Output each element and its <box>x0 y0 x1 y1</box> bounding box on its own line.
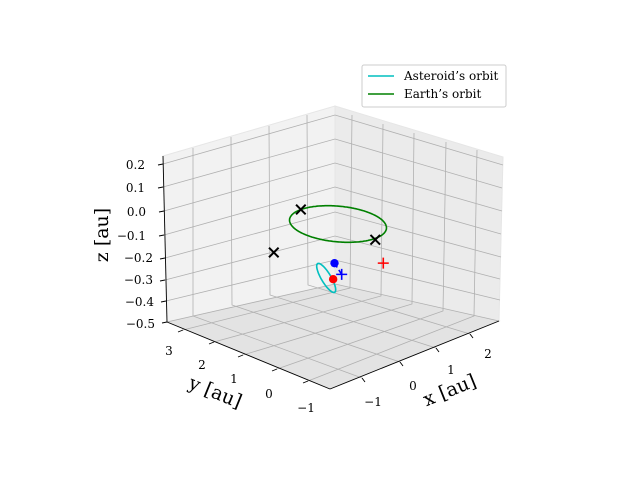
plus-marker <box>336 268 348 280</box>
grid-z-0.0 <box>163 162 503 212</box>
y-tick-label: 3 <box>165 344 173 358</box>
z-tick <box>161 321 168 324</box>
x-tick-label: −1 <box>364 395 382 409</box>
y-tick-label: 1 <box>230 372 238 386</box>
grid-x-0 <box>230 136 401 363</box>
z-tick-label: 0.2 <box>126 158 145 172</box>
z-tick-label: −0.4 <box>125 295 155 309</box>
legend-label-asteroid: Asteroid’s orbit <box>403 69 498 83</box>
data-layer <box>268 204 389 294</box>
pane-right <box>334 105 504 322</box>
z-tick-label: 0.1 <box>126 181 145 195</box>
x-tick <box>435 347 440 353</box>
grid-x--1 <box>192 148 363 379</box>
z-tick-label: −0.1 <box>117 229 146 243</box>
tick-marks <box>157 163 474 384</box>
grid-x-2 <box>306 114 471 335</box>
plus-marker <box>377 257 389 269</box>
grid-z-0.2 <box>162 114 504 166</box>
z-tick-label: −0.2 <box>124 251 153 265</box>
legend: Asteroid’s orbit Earth’s orbit <box>361 64 507 108</box>
z-tick <box>159 257 166 260</box>
grid-y--1 <box>307 149 478 382</box>
grid-y-1 <box>242 132 415 356</box>
z-tick-label: −0.5 <box>126 317 155 331</box>
y-tick-label: 2 <box>198 358 206 372</box>
x-tick <box>469 333 474 339</box>
grid-z--0.3 <box>164 235 501 281</box>
axis-lines <box>162 155 500 390</box>
z-tick <box>159 279 166 282</box>
grid-x-1 <box>268 125 437 349</box>
grid-z--0.2 <box>164 211 502 259</box>
x-tick <box>399 361 404 367</box>
z-tick <box>160 300 167 303</box>
y-tick <box>177 329 184 333</box>
cross-marker <box>295 204 307 216</box>
asteroid-s-orbit-line <box>315 262 337 294</box>
z-tick <box>157 186 164 189</box>
grid-y-0 <box>276 141 447 370</box>
z-tick <box>158 234 165 237</box>
tick-labels: 0.2 0.1 0.0 −0.1 −0.2 −0.3 −0.4 −0.5 −1 … <box>117 158 492 415</box>
y-tick-label: −1 <box>297 401 315 415</box>
grid-z-0.1 <box>162 138 503 189</box>
x-tick-label: 1 <box>447 363 455 377</box>
cross-marker <box>369 234 381 246</box>
z-tick <box>157 163 164 166</box>
pane-group <box>162 105 504 390</box>
x-tick <box>361 377 366 383</box>
dot-marker <box>330 258 339 268</box>
z-tick <box>158 210 165 213</box>
y-tick <box>271 368 278 372</box>
z-axis-label: z [au] <box>91 208 113 262</box>
grid-y-3 <box>182 114 353 331</box>
y-axis-line <box>166 321 331 390</box>
cross-marker <box>268 246 280 258</box>
z-tick-label: −0.3 <box>124 273 153 287</box>
z-tick-label: 0.0 <box>127 205 146 219</box>
dot-marker <box>328 275 338 284</box>
grid-y-2 <box>213 123 384 343</box>
legend-box <box>361 64 507 108</box>
y-tick <box>208 341 215 345</box>
y-tick <box>302 380 309 384</box>
z-axis-line <box>162 155 168 323</box>
legend-label-earth: Earth’s orbit <box>404 87 481 101</box>
x-axis-line <box>329 320 500 390</box>
y-tick-label: 0 <box>265 387 273 401</box>
x-tick-label: 2 <box>484 347 492 361</box>
grid-z--0.1 <box>163 186 502 236</box>
y-tick <box>237 354 244 358</box>
x-tick-label: 0 <box>409 379 417 393</box>
